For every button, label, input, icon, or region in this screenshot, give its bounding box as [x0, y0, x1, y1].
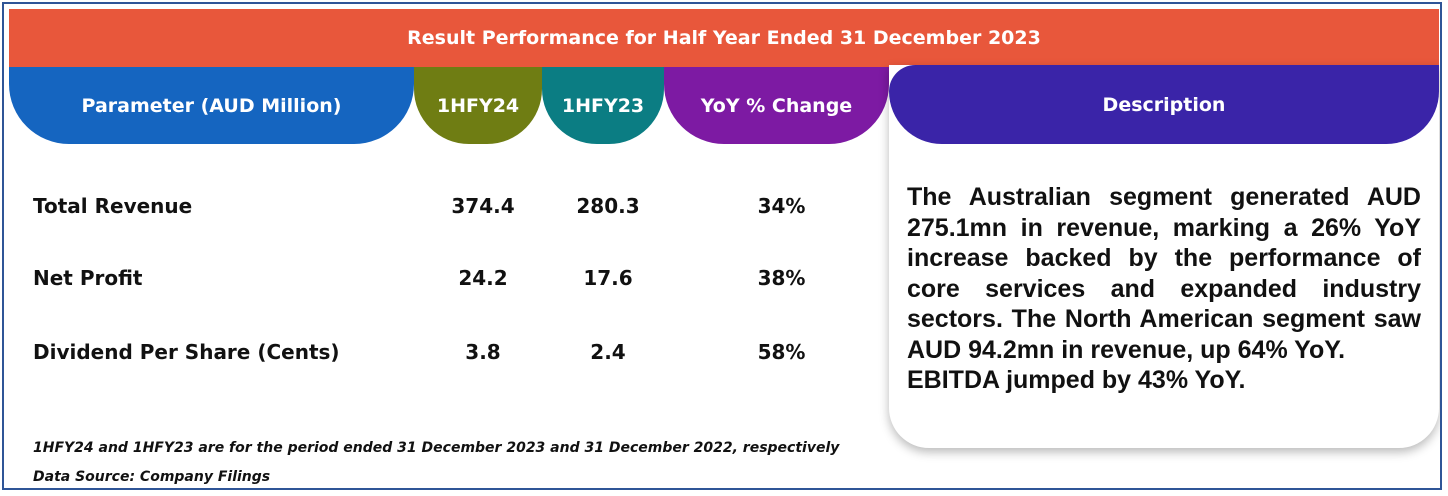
table-row: Net Profit 24.2 17.6 38%: [9, 258, 889, 298]
description-panel: Description The Australian segment gener…: [889, 65, 1439, 448]
row-value-yoy: 58%: [757, 340, 806, 364]
header-1hfy23: 1HFY23: [542, 67, 664, 144]
row-label: Total Revenue: [33, 194, 193, 218]
header-1hfy24: 1HFY24: [414, 67, 542, 144]
page-title: Result Performance for Half Year Ended 3…: [9, 9, 1439, 67]
results-card: Result Performance for Half Year Ended 3…: [2, 2, 1442, 490]
row-value-1hfy24: 3.8: [465, 340, 501, 364]
header-yoy-change: YoY % Change: [664, 67, 889, 144]
row-value-1hfy23: 17.6: [583, 266, 633, 290]
period-footnote: 1HFY24 and 1HFY23 are for the period end…: [33, 440, 840, 456]
table-row: Dividend Per Share (Cents) 3.8 2.4 58%: [9, 332, 889, 372]
header-description: Description: [889, 65, 1439, 144]
table-row: Total Revenue 374.4 280.3 34%: [9, 186, 889, 226]
description-ebitda: EBITDA jumped by 43% YoY.: [907, 366, 1246, 394]
row-value-1hfy24: 374.4: [451, 194, 515, 218]
description-text: The Australian segment generated AUD 275…: [907, 182, 1421, 396]
row-value-1hfy23: 280.3: [576, 194, 640, 218]
row-value-1hfy23: 2.4: [590, 340, 626, 364]
description-paragraph: The Australian segment generated AUD 275…: [907, 183, 1421, 364]
row-label: Dividend Per Share (Cents): [33, 340, 340, 364]
row-value-yoy: 38%: [757, 266, 806, 290]
header-parameter: Parameter (AUD Million): [9, 67, 414, 144]
row-value-yoy: 34%: [757, 194, 806, 218]
data-source-footnote: Data Source: Company Filings: [33, 469, 271, 485]
row-value-1hfy24: 24.2: [458, 266, 508, 290]
row-label: Net Profit: [33, 266, 143, 290]
